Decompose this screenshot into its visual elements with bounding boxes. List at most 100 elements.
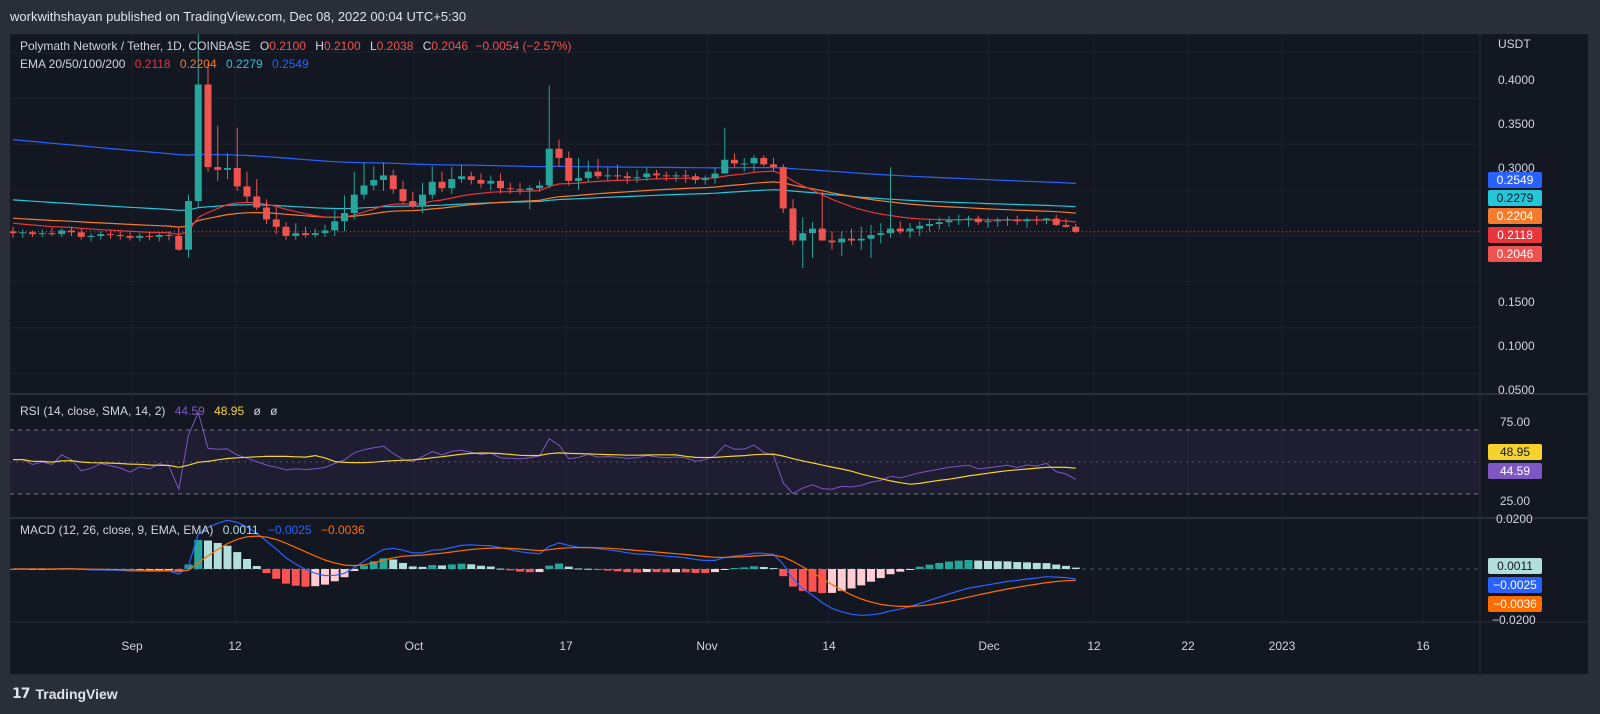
macd-histogram-bar [613, 569, 622, 572]
price-tick: 0.1000 [1498, 339, 1535, 353]
macd-histogram-bar [282, 569, 290, 584]
macd-histogram-bar [886, 569, 895, 575]
candle-body [857, 238, 865, 241]
macd-histogram-bar [730, 567, 739, 569]
macd-histogram-bar [496, 568, 505, 570]
price-tick: 0.1500 [1498, 295, 1535, 309]
price-tick: 0.0500 [1498, 383, 1535, 397]
candle-body [399, 189, 407, 202]
candle-body [1043, 218, 1050, 221]
candle-body [428, 181, 436, 195]
candle-body [204, 84, 212, 168]
time-axis-label: 22 [1181, 639, 1195, 653]
badge-rsi-sma [1488, 444, 1542, 460]
candle-body [575, 178, 582, 181]
macd-histogram-bar [233, 552, 242, 569]
candle-body [253, 196, 261, 208]
time-axis-label: 14 [822, 639, 836, 653]
time-axis-label: 17 [559, 639, 573, 653]
macd-histogram-bar [867, 569, 875, 582]
grid [10, 34, 1480, 622]
macd-histogram-bar [681, 569, 690, 573]
time-axis-label: 12 [228, 639, 242, 653]
macd-histogram-bar [828, 569, 836, 593]
chart-svg[interactable]: Polymath Network / Tether, 1D, COINBASE … [9, 34, 1588, 674]
candle-body [809, 228, 816, 234]
macd-histogram-bar [945, 561, 953, 569]
macd-histogram-bar [369, 561, 378, 569]
candle-body [692, 176, 699, 180]
macd-histogram-bar [574, 568, 583, 570]
candle-body [175, 235, 183, 250]
macd-histogram-bar [204, 540, 212, 569]
macd-histogram-bar [1071, 567, 1080, 569]
rsi-pane [13, 410, 1077, 495]
badge-macd-hist [1488, 558, 1542, 574]
candle-body [779, 167, 787, 209]
candle-body [77, 232, 85, 237]
macd-histogram-bar [174, 569, 183, 572]
candle-body [848, 238, 855, 241]
macd-histogram-bar [818, 569, 827, 594]
macd-histogram-bar [399, 562, 407, 569]
candle-body [1072, 226, 1080, 232]
candle-body [760, 157, 768, 165]
tradingview-logo[interactable]: 17 TradingView [12, 686, 118, 702]
macd-histogram-bar [447, 564, 456, 569]
candle-body [1052, 218, 1060, 225]
macd-histogram-bar [457, 563, 466, 569]
candle-body [935, 222, 943, 225]
candle-body [994, 220, 1002, 222]
macd-histogram-bar [311, 569, 320, 587]
macd-histogram-bar [974, 560, 983, 569]
badge-ema50-text: 0.2204 [1497, 209, 1534, 223]
macd-histogram-bar [555, 563, 563, 569]
candle-body [458, 176, 465, 180]
macd-signal-line [13, 535, 1076, 608]
time-axis-label: 2023 [1269, 639, 1296, 653]
badge-macd-signal [1488, 596, 1542, 612]
price-tick: 0.3500 [1498, 117, 1535, 131]
candle-body [526, 188, 534, 191]
legend-rsi: RSI (14, close, SMA, 14, 2) 44.59 48.95 … [20, 404, 278, 418]
candle-body [380, 175, 387, 180]
candle-body [419, 194, 426, 207]
macd-histogram-bar [925, 564, 934, 569]
macd-histogram-bar [1023, 562, 1031, 569]
candle-body [224, 168, 231, 170]
macd-histogram-bar [408, 566, 417, 569]
legend-main: Polymath Network / Tether, 1D, COINBASE … [20, 39, 572, 53]
macd-histogram-bar [652, 569, 661, 573]
candle-body [477, 179, 485, 184]
macd-histogram-bar [711, 569, 719, 573]
macd-histogram-bar [935, 562, 944, 569]
rsi-line [13, 410, 1077, 495]
macd-histogram-bar [584, 568, 593, 570]
macd-histogram-bar [145, 569, 154, 570]
ema-20-line [12, 170, 1076, 236]
candle-body [292, 233, 300, 236]
macd-histogram-bar [194, 539, 203, 569]
macd-histogram-bar [896, 569, 905, 572]
badge-ema100-text: 0.2279 [1497, 191, 1534, 205]
macd-histogram-bar [252, 566, 261, 569]
candle-body [955, 219, 963, 221]
candles [9, 34, 1080, 269]
candle-body [623, 176, 631, 179]
candle-body [984, 221, 992, 223]
candle-body [1013, 219, 1021, 222]
legend-ema: EMA 20/50/100/200 0.2118 0.2204 0.2279 0… [20, 57, 309, 71]
candle-body [1004, 219, 1011, 221]
candle-body [448, 179, 456, 189]
macd-histogram-bar [915, 566, 924, 569]
candle-body [614, 175, 621, 177]
candle-body [126, 235, 134, 238]
macd-histogram-bar [1003, 561, 1012, 569]
currency-label: USDT [1498, 37, 1531, 51]
macd-histogram-bar [525, 569, 534, 573]
candle-body [926, 224, 933, 226]
badge-macd-signal-text: −0.0036 [1493, 597, 1537, 611]
chart-area[interactable]: Polymath Network / Tether, 1D, COINBASE … [9, 34, 1588, 674]
time-axis-label: Nov [696, 639, 717, 653]
candle-body [272, 219, 280, 227]
